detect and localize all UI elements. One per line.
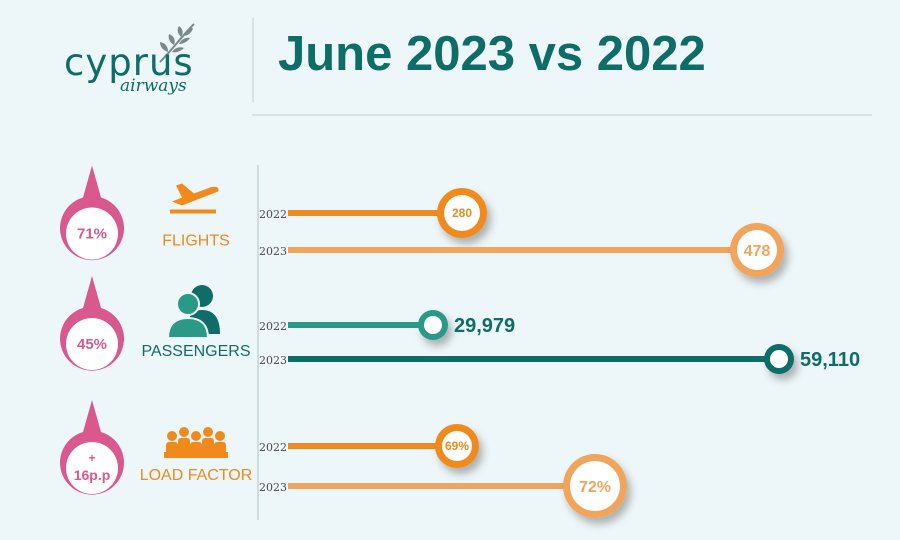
year-label: 2022 (259, 320, 287, 333)
data-label: 59,110 (800, 349, 860, 371)
category-label: FLIGHTS (162, 233, 230, 250)
change-badge-inner (66, 318, 118, 370)
bar-end-marker-inner (424, 316, 442, 334)
change-badge-label: + (88, 451, 95, 465)
year-label: 2022 (259, 208, 287, 221)
year-label: 2023 (259, 245, 287, 258)
olive-leaf-icon (159, 23, 195, 63)
data-label: 478 (744, 243, 771, 260)
logo: cyprus airways (62, 18, 202, 98)
year-label: 2023 (259, 481, 287, 494)
category-label: LOAD FACTOR (140, 467, 253, 484)
category-label: PASSENGERS (141, 343, 250, 360)
bar-end-marker-inner (444, 195, 480, 231)
logo-sub: airways (120, 76, 187, 96)
passengers-icon (166, 285, 220, 339)
change-badge-inner (66, 442, 118, 494)
year-label: 2022 (259, 441, 287, 454)
data-label: 69% (445, 439, 469, 453)
year-label: 2023 (259, 354, 287, 367)
airplane-takeoff-icon (170, 183, 219, 214)
change-badge-inner (66, 207, 118, 260)
bar-end-marker-inner (570, 461, 620, 511)
data-label: 72% (579, 479, 611, 496)
change-badge-label: 16p.p (74, 467, 111, 483)
logo-brand: cyprus (64, 41, 194, 84)
data-label: 29,979 (454, 315, 515, 337)
change-badge-label: 45% (77, 336, 107, 353)
change-badge-label: 71% (77, 226, 107, 243)
bar-end-marker-inner (442, 431, 472, 461)
header-rule (252, 114, 872, 116)
header-separator (252, 18, 254, 102)
page-title: June 2023 vs 2022 (278, 27, 706, 81)
crowd-icon (164, 427, 228, 458)
data-label: 280 (452, 206, 472, 220)
bar-end-marker-inner (770, 350, 788, 368)
bar-end-marker-inner (737, 230, 777, 270)
